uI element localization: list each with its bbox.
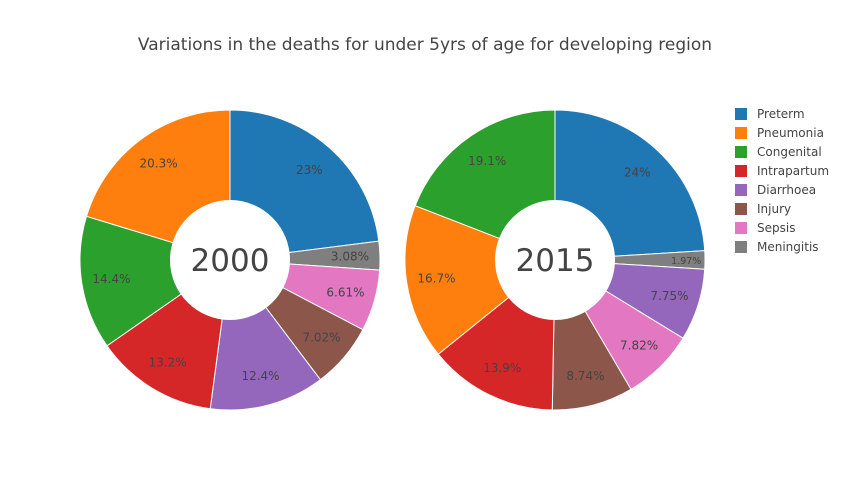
pie-2000: 23% 3.08% 6.61% 7.02% 12.4% 13.2% 14.4% 20.3% 20… — [79, 109, 381, 411]
slice-label-pneumonia-2015: 16.7% — [417, 271, 455, 285]
slice-label-sepsis-2000: 6.61% — [326, 286, 364, 300]
legend-swatch-diarrhoea — [735, 184, 747, 196]
slice-label-diarrhoea-2015: 7.75% — [650, 289, 688, 303]
slice-pneumonia-2015[interactable] — [404, 205, 556, 355]
legend-label-preterm: Preterm — [757, 107, 805, 121]
slice-label-congenital-2015: 19.1% — [468, 154, 506, 168]
legend-label-diarrhoea: Diarrhoea — [757, 183, 816, 197]
legend-swatch-congenital — [735, 146, 747, 158]
pie-2015: 24% 1.97% 7.75% 7.82% 8.74% 13.9% 16.7% 19.1% 20… — [404, 109, 706, 411]
slice-label-preterm-2015: 24% — [624, 166, 651, 180]
legend-item-intrapartum[interactable]: Intrapartum — [735, 164, 829, 178]
legend-label-meningitis: Meningitis — [757, 240, 819, 254]
legend-item-preterm[interactable]: Preterm — [735, 107, 805, 121]
center-label-2000: 2000 — [191, 243, 270, 279]
legend: Preterm Pneumonia Congenital Intrapartum Dia… — [735, 107, 829, 254]
legend-swatch-intrapartum — [735, 165, 747, 177]
legend-label-sepsis: Sepsis — [757, 221, 795, 235]
legend-label-pneumonia: Pneumonia — [757, 126, 824, 140]
legend-swatch-injury — [735, 203, 747, 215]
slice-label-injury-2000: 7.02% — [302, 331, 340, 345]
slice-label-meningitis-2000: 3.08% — [331, 250, 369, 264]
donut-hole-2000 — [170, 200, 290, 320]
chart-title: Variations in the deaths for under 5yrs … — [138, 35, 712, 55]
slice-label-preterm-2000: 23% — [296, 163, 323, 177]
center-label-2015: 2015 — [516, 243, 595, 279]
donut-hole-2015 — [495, 200, 615, 320]
legend-label-congenital: Congenital — [757, 145, 822, 159]
slice-label-sepsis-2015: 7.82% — [620, 339, 658, 353]
legend-item-meningitis[interactable]: Meningitis — [735, 240, 819, 254]
legend-item-pneumonia[interactable]: Pneumonia — [735, 126, 824, 140]
slice-label-intrapartum-2000: 13.2% — [149, 356, 187, 370]
legend-label-injury: Injury — [757, 202, 791, 216]
legend-item-congenital[interactable]: Congenital — [735, 145, 822, 159]
legend-swatch-preterm — [735, 108, 747, 120]
slice-label-meningitis-2015: 1.97% — [671, 256, 701, 267]
slice-label-congenital-2000: 14.4% — [92, 272, 130, 286]
legend-swatch-sepsis — [735, 222, 747, 234]
slice-label-injury-2015: 8.74% — [566, 369, 604, 383]
slice-label-intrapartum-2015: 13.9% — [483, 361, 521, 375]
legend-item-diarrhoea[interactable]: Diarrhoea — [735, 183, 816, 197]
slice-label-pneumonia-2000: 20.3% — [139, 157, 177, 171]
legend-swatch-meningitis — [735, 241, 747, 253]
legend-item-injury[interactable]: Injury — [735, 202, 791, 216]
slice-label-diarrhoea-2000: 12.4% — [241, 369, 279, 383]
legend-label-intrapartum: Intrapartum — [757, 164, 829, 178]
legend-item-sepsis[interactable]: Sepsis — [735, 221, 795, 235]
pies-layer: 23% 3.08% 6.61% 7.02% 12.4% 13.2% 14.4% 20.3% 20… — [79, 109, 706, 411]
legend-swatch-pneumonia — [735, 127, 747, 139]
